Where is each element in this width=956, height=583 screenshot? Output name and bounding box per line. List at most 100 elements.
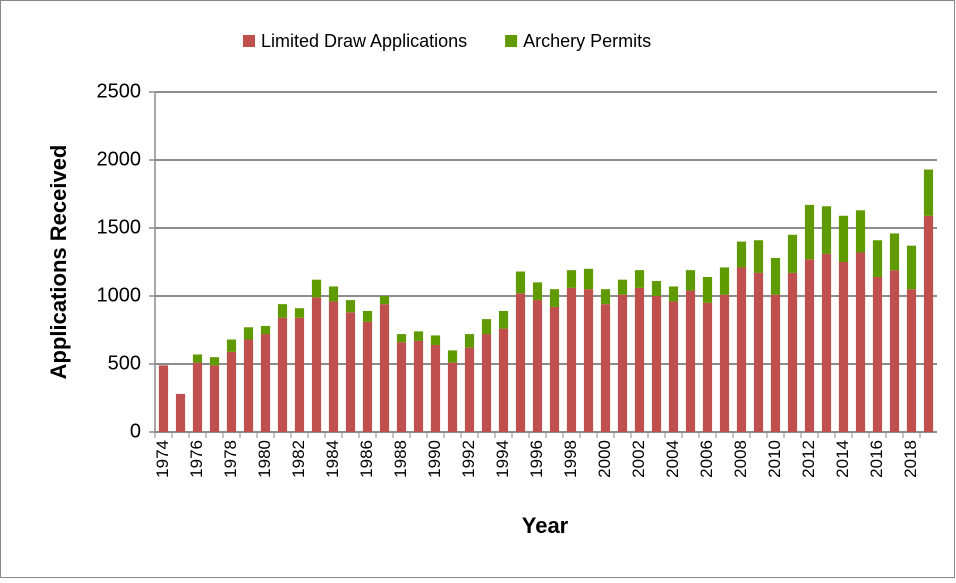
bar-segment — [906, 289, 917, 432]
bar-segment — [583, 268, 594, 290]
bar-segment — [498, 310, 509, 329]
y-tick-label: 500 — [108, 352, 141, 374]
bar-segment — [923, 215, 934, 432]
bar-segment — [447, 350, 458, 363]
bar-segment — [821, 206, 832, 254]
bar-segment — [396, 334, 407, 343]
bar-segment — [651, 281, 662, 296]
bar-segment — [855, 210, 866, 253]
x-tick-label: 2004 — [663, 440, 682, 478]
bar-segment — [549, 306, 560, 432]
x-tick-label: 2014 — [833, 440, 852, 478]
bar-segment — [855, 252, 866, 432]
bar-segment — [328, 301, 339, 432]
bar-segment — [430, 344, 441, 432]
bar-segment — [260, 334, 271, 432]
bar-segment — [379, 304, 390, 432]
bar-segment — [294, 308, 305, 318]
x-tick-label: 1974 — [153, 440, 172, 478]
bar-segment — [804, 259, 815, 432]
bar-segment — [362, 321, 373, 432]
bar-segment — [889, 270, 900, 432]
x-axis-title: Year — [522, 513, 569, 538]
bar-segment — [719, 267, 730, 295]
bar-segment — [447, 362, 458, 432]
bar-segment — [549, 289, 560, 307]
bar-segment — [345, 312, 356, 432]
bar-segment — [736, 241, 747, 268]
bar-segment — [243, 327, 254, 340]
bar-segment — [566, 270, 577, 288]
x-tick-label: 2016 — [867, 440, 886, 478]
bar-segment — [260, 325, 271, 335]
x-tick-label: 1984 — [323, 440, 342, 478]
bar-segment — [379, 296, 390, 305]
legend-swatch — [243, 35, 255, 47]
bar-segment — [923, 169, 934, 216]
x-tick-label: 1994 — [493, 440, 512, 478]
bar-segment — [668, 301, 679, 432]
bar-segment — [481, 319, 492, 335]
bar-segment — [634, 270, 645, 288]
bar-segment — [396, 342, 407, 432]
bar-segment — [413, 331, 424, 341]
bar-segment — [532, 300, 543, 432]
bar-segment — [736, 267, 747, 432]
x-tick-label: 1992 — [459, 440, 478, 478]
x-tick-label: 1976 — [187, 440, 206, 478]
bar-segment — [702, 276, 713, 303]
bar-segment — [481, 334, 492, 432]
bar-segment — [889, 233, 900, 271]
bar-segment — [294, 317, 305, 432]
bar-segment — [430, 335, 441, 345]
x-tick-label: 1996 — [527, 440, 546, 478]
bar-segment — [311, 297, 322, 432]
bar-segment — [345, 300, 356, 313]
bar-segment — [617, 294, 628, 432]
bar-segment — [872, 276, 883, 432]
x-tick-label: 1998 — [561, 440, 580, 478]
bar-segment — [515, 271, 526, 294]
bar-segment — [600, 304, 611, 432]
x-tick-label: 1982 — [289, 440, 308, 478]
bar-segment — [209, 357, 220, 366]
bar-segment — [617, 279, 628, 295]
bar-segment — [702, 302, 713, 432]
bar-segment — [226, 351, 237, 432]
bar-segment — [175, 393, 186, 432]
bar-segment — [668, 286, 679, 302]
bar-segment — [821, 253, 832, 432]
bar-segment — [753, 272, 764, 432]
x-tick-label: 2000 — [595, 440, 614, 478]
y-axis-title: Applications Received — [46, 145, 71, 380]
bar-segment — [277, 304, 288, 318]
bar-segment — [243, 339, 254, 432]
bar-segment — [634, 287, 645, 432]
x-tick-label: 1978 — [221, 440, 240, 478]
bar-segment — [753, 240, 764, 273]
y-tick-label: 2500 — [97, 80, 142, 102]
bar-segment — [838, 262, 849, 432]
bar-segment — [226, 339, 237, 352]
x-tick-label: 2002 — [629, 440, 648, 478]
bar-segment — [498, 328, 509, 432]
bar-segment — [209, 365, 220, 432]
y-tick-label: 0 — [130, 420, 141, 442]
bar-segment — [685, 270, 696, 291]
legend-label: Limited Draw Applications — [261, 31, 467, 51]
bar-segment — [787, 272, 798, 432]
bar-segment — [770, 257, 781, 295]
bar-segment — [192, 354, 203, 363]
bar-segment — [515, 293, 526, 432]
bar-segment — [906, 245, 917, 290]
y-tick-label: 2000 — [97, 148, 142, 170]
bar-segment — [685, 290, 696, 432]
bar-segment — [770, 294, 781, 432]
x-tick-label: 2006 — [697, 440, 716, 478]
bar-segment — [328, 286, 339, 302]
bar-segment — [192, 362, 203, 432]
x-tick-label: 2008 — [731, 440, 750, 478]
x-tick-label: 1988 — [391, 440, 410, 478]
bar-segment — [651, 296, 662, 432]
